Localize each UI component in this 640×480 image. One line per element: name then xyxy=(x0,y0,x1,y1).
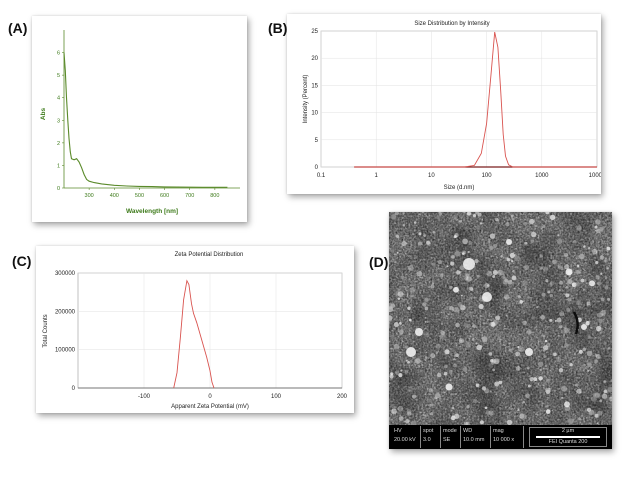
zeta-potential-chart: Zeta Potential Distribution -100 0 100 200 … xyxy=(43,252,348,410)
zeta-y-tick-label: 100000 xyxy=(55,348,76,354)
sem-info-bar: HV 20.00 kV spot 3.0 mode SE WD 10.0 mm mag 1… xyxy=(389,425,612,449)
zeta-series-line xyxy=(173,279,215,389)
zeta-potential-chart-card: Zeta Potential Distribution -100 0 100 200 … xyxy=(36,246,354,413)
uv-x-axis-label: Wavelength [nm] xyxy=(126,208,178,215)
dls-x-tick-label: 10 xyxy=(428,173,435,179)
sem-spot-value: 3.0 xyxy=(423,437,431,443)
zeta-x-tick-label: 100 xyxy=(271,394,282,400)
uv-y-tick-label: 1 xyxy=(57,163,60,169)
dls-y-tick-label: 15 xyxy=(311,83,318,89)
uv-x-tick-label: 400 xyxy=(110,193,119,199)
sem-scale-text: 2 µm xyxy=(561,428,575,434)
panel-label-b: (B) xyxy=(268,20,288,36)
zeta-x-tick-label: -100 xyxy=(138,394,151,400)
sem-mag-value: 10 000 x xyxy=(493,437,515,443)
uv-y-tick-label: 5 xyxy=(57,73,60,79)
dls-y-axis-label: Intensity (Percent) xyxy=(303,75,309,124)
dls-x-tick-label: 10000 xyxy=(589,173,601,179)
uv-vis-chart: 300 400 500 600 700 800 0 1 2 3 4 5 6 Wavelength [n… xyxy=(40,30,240,215)
zeta-chart-title: Zeta Potential Distribution xyxy=(175,252,244,258)
sem-mag-head: mag xyxy=(493,428,504,434)
sem-wd-head: WD xyxy=(463,428,473,434)
dls-x-tick-label: 0.1 xyxy=(317,173,326,179)
uv-y-tick-label: 2 xyxy=(57,141,60,147)
sem-micrograph-image xyxy=(389,212,612,425)
uv-x-tick-label: 800 xyxy=(210,193,219,199)
sem-mode-head: mode xyxy=(443,428,457,434)
sem-wd-value: 10.0 mm xyxy=(463,437,485,443)
sem-hv-head: HV xyxy=(394,428,402,434)
sem-particles xyxy=(389,212,612,425)
dls-y-tick-label: 20 xyxy=(311,56,318,62)
uv-y-axis-label: Abs xyxy=(40,107,47,120)
dls-x-tick-label: 100 xyxy=(482,173,493,179)
uv-y-tick-label: 3 xyxy=(57,118,60,124)
uv-series-line xyxy=(63,52,228,188)
uv-y-tick-label: 4 xyxy=(57,96,60,102)
sem-scale-line xyxy=(536,436,600,438)
panel-label-d: (D) xyxy=(369,254,389,270)
panel-label-a: (A) xyxy=(8,20,28,36)
dls-chart-title: Size Distribution by Intensity xyxy=(414,21,489,27)
size-distribution-chart: Size Distribution by Intensity 0.1 1 10 100… xyxy=(303,21,606,191)
zeta-x-axis-label: Apparent Zeta Potential (mV) xyxy=(171,404,249,410)
dls-y-tick-label: 25 xyxy=(311,29,318,35)
zeta-y-tick-label: 0 xyxy=(72,386,76,392)
dls-x-axis-label: Size (d.nm) xyxy=(444,185,475,191)
uv-y-tick-label: 6 xyxy=(57,51,60,57)
panel-label-c: (C) xyxy=(12,253,32,269)
uv-y-tick-label: 0 xyxy=(57,186,60,192)
zeta-y-tick-label: 300000 xyxy=(55,271,76,277)
zeta-y-tick-label: 200000 xyxy=(55,309,76,315)
dls-plot-frame xyxy=(320,30,598,168)
dls-y-tick-label: 0 xyxy=(315,165,319,171)
sem-mode-value: SE xyxy=(443,437,451,443)
sem-instrument: FEI Quanta 200 xyxy=(548,439,588,445)
dls-y-tick-label: 5 xyxy=(315,138,319,144)
uv-vis-chart-card: 300 400 500 600 700 800 0 1 2 3 4 5 6 Wavelength [n… xyxy=(32,16,247,222)
size-distribution-chart-card: Size Distribution by Intensity 0.1 1 10 100… xyxy=(287,14,606,194)
sem-hv-value: 20.00 kV xyxy=(394,437,416,443)
sem-spot-head: spot xyxy=(423,428,434,434)
dls-series-line xyxy=(354,32,597,168)
uv-x-tick-label: 500 xyxy=(135,193,144,199)
uv-x-tick-label: 600 xyxy=(160,193,169,199)
dls-y-tick-label: 10 xyxy=(311,111,318,117)
sem-scale-bar: 2 µm FEI Quanta 200 xyxy=(529,427,607,447)
dls-x-tick-label: 1000 xyxy=(535,173,549,179)
dls-x-tick-label: 1 xyxy=(375,173,379,179)
sem-micrograph-card: HV 20.00 kV spot 3.0 mode SE WD 10.0 mm mag 1… xyxy=(389,212,612,449)
zeta-y-axis-label: Total Counts xyxy=(43,314,49,347)
zeta-x-tick-label: 200 xyxy=(337,394,348,400)
uv-x-tick-label: 300 xyxy=(85,193,94,199)
uv-x-tick-label: 700 xyxy=(185,193,194,199)
zeta-x-tick-label: 0 xyxy=(208,394,212,400)
